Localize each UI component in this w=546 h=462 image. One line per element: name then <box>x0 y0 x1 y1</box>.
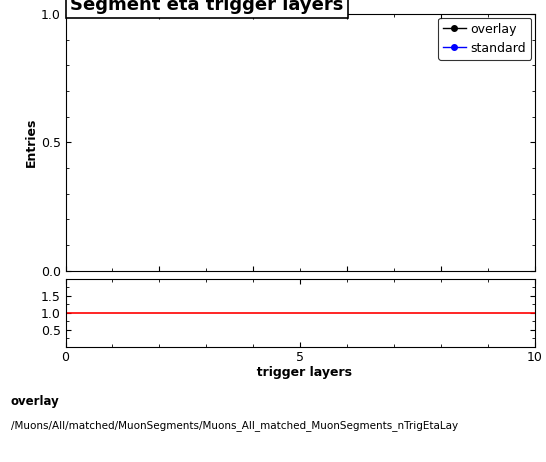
X-axis label:   trigger layers: trigger layers <box>248 366 352 379</box>
Text: overlay: overlay <box>11 395 60 408</box>
Text: Segment eta trigger layers: Segment eta trigger layers <box>70 0 343 14</box>
Text: /Muons/All/matched/MuonSegments/Muons_All_matched_MuonSegments_nTrigEtaLay: /Muons/All/matched/MuonSegments/Muons_Al… <box>11 420 458 432</box>
Y-axis label: Entries: Entries <box>25 118 38 167</box>
Legend: overlay, standard: overlay, standard <box>438 18 531 60</box>
